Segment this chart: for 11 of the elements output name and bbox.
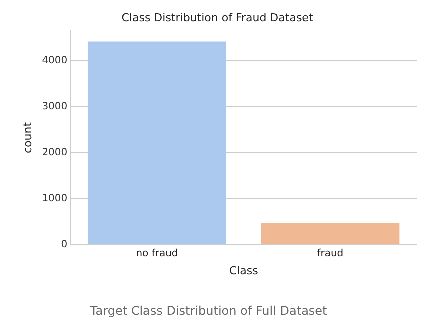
y-tick-label: 0: [61, 239, 68, 250]
chart-title: Class Distribution of Fraud Dataset: [122, 11, 314, 24]
y-tick-label: 4000: [42, 56, 68, 67]
y-axis-title: count: [21, 122, 34, 154]
y-tick-label: 3000: [42, 102, 68, 113]
x-tick-label: no fraud: [136, 248, 178, 260]
y-tick-label: 1000: [42, 193, 68, 204]
x-tick-label: fraud: [317, 248, 344, 260]
x-axis-title: Class: [229, 264, 259, 278]
text: Target Class Distribution of Full Dataset: [89, 304, 328, 318]
y-tick-label: 2000: [42, 148, 68, 159]
